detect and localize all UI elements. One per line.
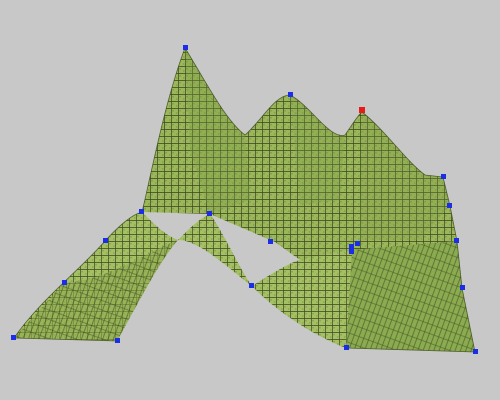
control-point[interactable] [454,238,459,243]
control-points[interactable] [11,45,478,354]
control-point[interactable] [11,335,16,340]
control-point[interactable] [139,209,144,214]
control-point[interactable] [447,203,452,208]
surface-back [142,48,475,352]
control-point[interactable] [62,280,67,285]
control-point[interactable] [268,239,273,244]
control-point[interactable] [349,249,354,254]
control-point[interactable] [349,244,354,249]
control-point[interactable] [249,283,254,288]
control-point[interactable] [183,45,188,50]
control-point[interactable] [460,285,465,290]
control-point[interactable] [288,92,293,97]
control-point[interactable] [441,174,446,179]
control-point[interactable] [207,211,212,216]
control-point[interactable] [103,238,108,243]
control-point[interactable] [473,349,478,354]
control-point-selected[interactable] [359,107,365,113]
control-point[interactable] [344,345,349,350]
control-point[interactable] [355,241,360,246]
control-point[interactable] [115,338,120,343]
surface-front [14,212,352,348]
